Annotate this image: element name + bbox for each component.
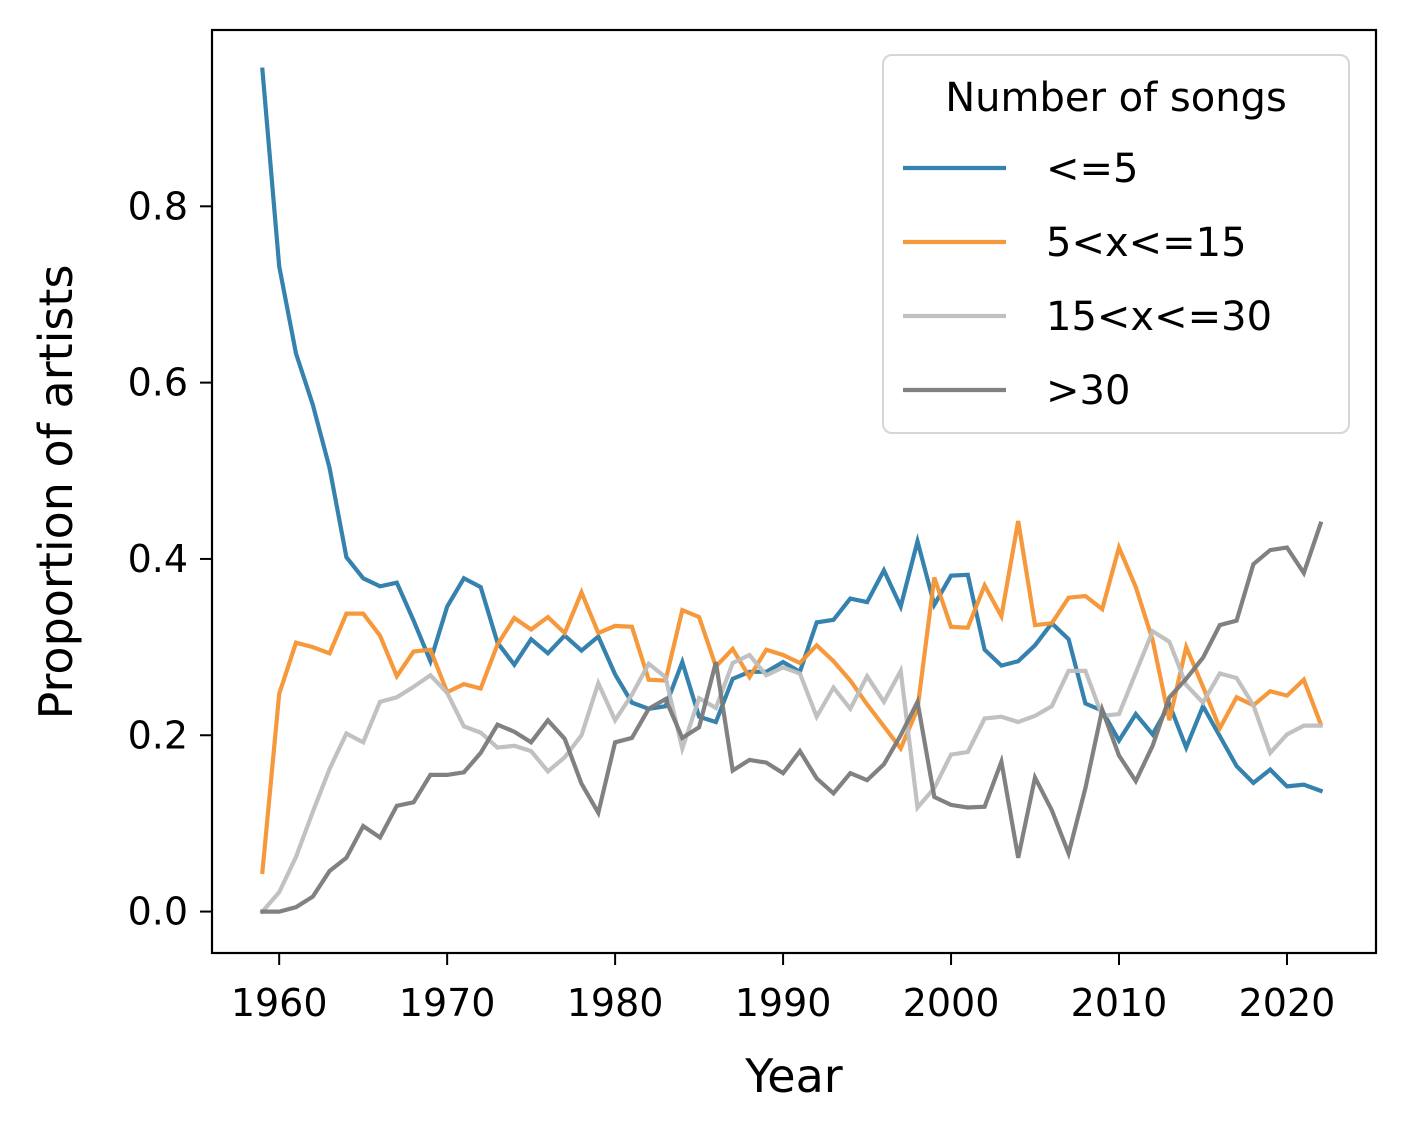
x-axis-label: Year (744, 1049, 842, 1103)
y-axis-label: Proportion of artists (29, 265, 83, 720)
x-tick-label: 1990 (735, 981, 832, 1025)
x-tick-label: 2000 (903, 981, 1000, 1025)
x-tick-label: 2020 (1239, 981, 1336, 1025)
legend-label-3: 15<x<=30 (1046, 294, 1272, 340)
x-tick-label: 1960 (231, 981, 328, 1025)
legend-label-1: <=5 (1046, 146, 1138, 192)
series-line-1 (260, 67, 1324, 794)
x-tick-label: 2010 (1071, 981, 1168, 1025)
plot-frame (210, 28, 1378, 955)
series-line-3 (259, 628, 1323, 915)
series-line-2 (260, 520, 1324, 875)
legend-entries: <=5 5<x<=15 15<x<=30 >30 (903, 146, 1272, 414)
legend-label-2: 5<x<=15 (1046, 220, 1247, 266)
y-tick-label: 0.2 (128, 713, 188, 757)
legend-label-4: >30 (1046, 368, 1130, 414)
x-tick-label: 1980 (567, 981, 664, 1025)
series-line-4 (260, 521, 1324, 914)
legend: Number of songs <=5 5<x<=15 15<x<=30 >30 (882, 54, 1350, 434)
legend-title: Number of songs (945, 75, 1287, 121)
y-axis-ticks: 0.0 0.2 0.4 0.6 0.8 (128, 184, 212, 934)
x-tick-label: 1970 (399, 981, 496, 1025)
legend-frame (882, 54, 1350, 434)
y-tick-label: 0.8 (128, 184, 188, 228)
y-tick-label: 0.4 (128, 537, 188, 581)
y-tick-label: 0.6 (128, 361, 188, 405)
series-layer (259, 67, 1324, 915)
x-axis-ticks: 1960 1970 1980 1990 2000 2010 2020 (231, 953, 1336, 1025)
y-tick-label: 0.0 (128, 890, 188, 934)
